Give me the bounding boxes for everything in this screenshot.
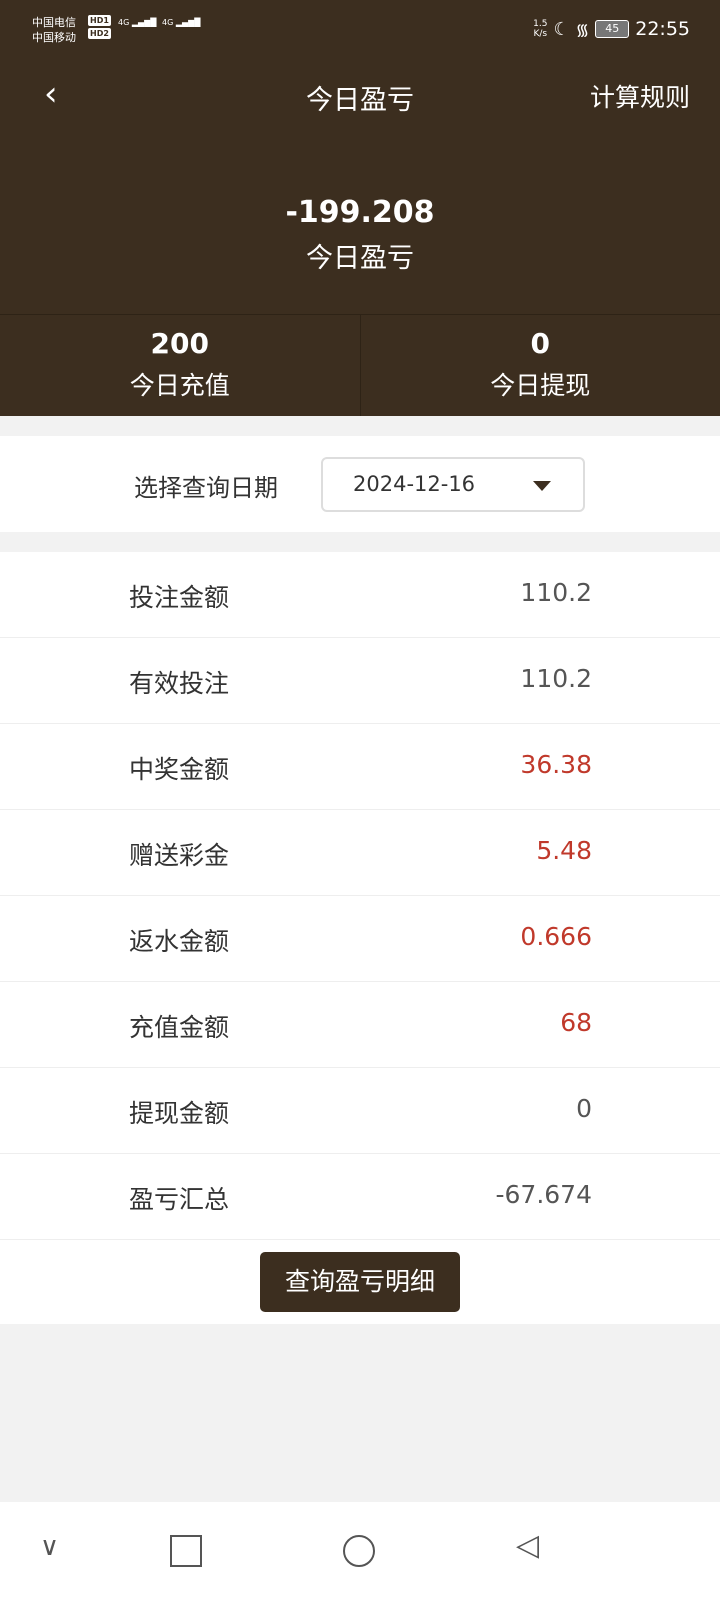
list-item: 提现金额 0 — [0, 1068, 720, 1154]
today-profit-value: -199.208 — [285, 195, 435, 230]
clock: 22:55 — [635, 18, 690, 40]
list-item: 返水金额 0.666 — [0, 896, 720, 982]
system-nav-bar: ∨ ◁ — [0, 1502, 720, 1600]
carrier-2: 中国移动 — [32, 31, 76, 44]
nav-bar: ‹ 今日盈亏 计算规则 — [0, 60, 720, 132]
status-bar: 中国电信中国移动 HD1 HD2 4G ▂▄▆█ 4G ▂▄▆█ 1.5 K/s ☾… — [0, 0, 720, 60]
stat-withdraw: 0 今日提现 — [359, 315, 720, 416]
hd2-badge: HD2 — [88, 28, 111, 39]
date-label: 选择查询日期 — [134, 474, 278, 502]
rules-link[interactable]: 计算规则 — [589, 83, 690, 112]
date-filter: 选择查询日期 2024-12-16 — [0, 436, 720, 532]
hd1-badge: HD1 — [88, 15, 111, 26]
list-item: 盈亏汇总 -67.674 — [0, 1154, 720, 1240]
wifi-icon: ᯾ — [575, 20, 590, 39]
page-title: 今日盈亏 — [306, 85, 414, 116]
date-select[interactable]: 2024-12-16 — [321, 457, 585, 512]
today-profit-summary: -199.208 今日盈亏 — [0, 195, 720, 275]
signal-icon-2: 4G ▂▄▆█ — [162, 18, 201, 27]
home-icon[interactable] — [343, 1535, 375, 1567]
moon-icon: ☾ — [553, 18, 570, 40]
back-triangle-icon[interactable]: ◁ — [516, 1528, 540, 1563]
detail-list: 投注金额 110.2 有效投注 110.2 中奖金额 36.38 赠送彩金 5.48 返… — [0, 552, 720, 1324]
list-item: 充值金额 68 — [0, 982, 720, 1068]
query-details-button[interactable]: 查询盈亏明细 — [260, 1252, 460, 1312]
list-item: 中奖金额 36.38 — [0, 724, 720, 810]
back-icon[interactable]: ‹ — [44, 74, 58, 114]
stat-recharge: 200 今日充值 — [129, 327, 230, 400]
today-profit-label: 今日盈亏 — [306, 243, 414, 274]
caret-down-icon — [533, 481, 551, 491]
chevron-down-icon[interactable]: ∨ — [40, 1532, 60, 1562]
battery-icon: 45 — [595, 20, 630, 38]
net-speed: 1.5 K/s — [533, 19, 548, 39]
recents-icon[interactable] — [170, 1535, 202, 1567]
signal-icon-1: 4G ▂▄▆█ — [118, 18, 157, 27]
carrier-1: 中国电信 — [32, 16, 76, 29]
list-item: 赠送彩金 5.48 — [0, 810, 720, 896]
header-area: 中国电信中国移动 HD1 HD2 4G ▂▄▆█ 4G ▂▄▆█ 1.5 K/s ☾… — [0, 0, 720, 416]
list-item: 有效投注 110.2 — [0, 638, 720, 724]
list-item: 投注金额 110.2 — [0, 552, 720, 638]
